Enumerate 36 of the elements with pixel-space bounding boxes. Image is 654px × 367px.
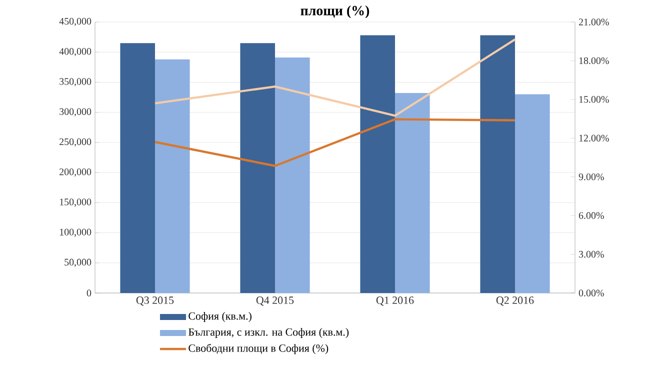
y2-tick-label: 9.00% (578, 173, 604, 180)
y2-tick-label: 12.00% (579, 134, 609, 142)
y-tick-label: 350,000 (60, 78, 92, 86)
y-tick-label: 250,000 (60, 138, 92, 147)
line-series (154, 118, 516, 167)
x-tick-label: Q1 2016 (376, 296, 414, 306)
bar (120, 43, 156, 293)
bar (480, 35, 516, 293)
x-tick-label: Q4 2015 (256, 296, 294, 306)
y2-tick-label: 3.00% (579, 250, 604, 258)
y2-tick-label: 21.00% (578, 18, 609, 26)
y-tick-label: 150,000 (60, 198, 92, 207)
y2-tick-label: 18.00% (579, 57, 609, 64)
bar (395, 93, 430, 293)
bar (515, 94, 550, 293)
chart-title: площи (%) (300, 6, 370, 18)
line-series (154, 38, 516, 117)
y-tick-label: 400,000 (59, 48, 92, 56)
bar (275, 58, 310, 293)
x-tick-label: Q3 2015 (136, 296, 174, 306)
y-tick-label: 200,000 (60, 168, 92, 177)
y2-tick-label: 0.00% (578, 290, 604, 296)
bar (360, 35, 396, 293)
y-tick-label: 450,000 (59, 18, 92, 26)
legend-label: Свободни площи в София (%) (188, 344, 328, 354)
y-tick-label: 0 (86, 290, 92, 296)
legend-label: България, с изкл. на София (кв.м.) (188, 328, 349, 338)
y2-tick-label: 6.00% (578, 212, 604, 219)
legend-label: София (кв.м.) (188, 312, 252, 322)
y-tick-label: 100,000 (60, 228, 92, 237)
bar (240, 43, 276, 293)
x-tick-label: Q2 2016 (496, 296, 534, 306)
y-tick-label: 300,000 (60, 108, 92, 116)
y2-tick-label: 15.00% (579, 96, 609, 103)
bar (155, 59, 190, 293)
y-tick-label: 50,000 (64, 258, 92, 267)
